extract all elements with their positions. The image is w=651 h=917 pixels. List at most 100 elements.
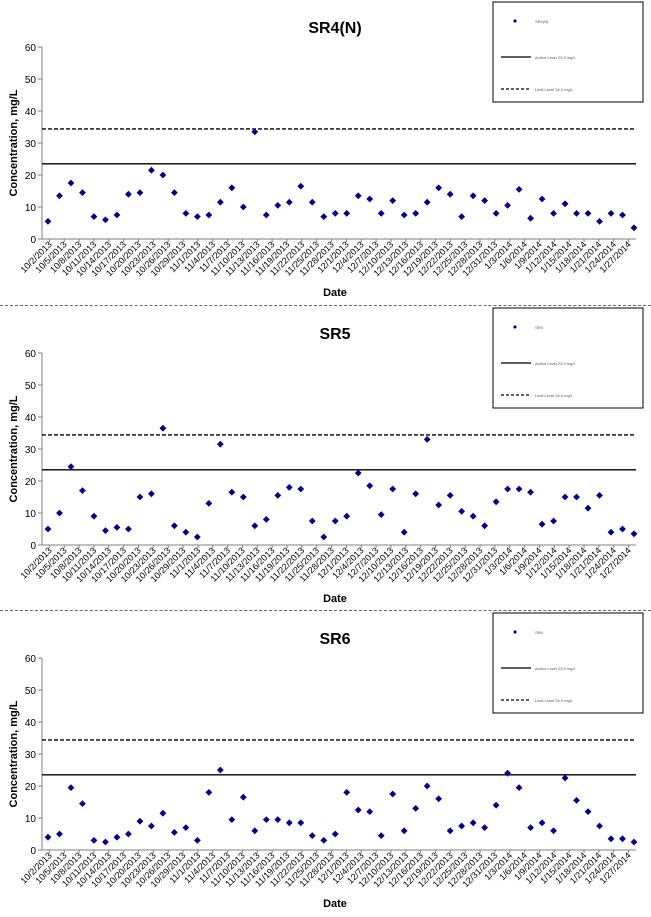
data-point — [285, 819, 293, 827]
data-point — [159, 809, 167, 817]
legend-label: Action Level 23.5 mg/L — [535, 55, 576, 60]
data-point — [285, 198, 293, 206]
legend-label: Action Level 23.5 mg/L — [535, 666, 576, 671]
y-tick-label: 30 — [25, 750, 37, 761]
data-point — [90, 837, 98, 844]
data-point — [216, 766, 224, 774]
panel-divider — [0, 305, 651, 306]
data-point — [366, 482, 374, 490]
data-point — [251, 128, 259, 136]
y-tick-label: 20 — [25, 171, 37, 182]
data-point — [435, 184, 443, 192]
data-point — [446, 492, 454, 499]
y-axis-label: Concentration, mg/L — [8, 700, 20, 807]
data-point — [504, 769, 512, 777]
data-point — [136, 817, 144, 825]
data-point — [423, 436, 431, 443]
y-tick-label: 30 — [25, 139, 37, 150]
data-point — [102, 527, 109, 534]
data-point — [274, 492, 282, 499]
data-point — [228, 488, 236, 496]
data-point — [492, 210, 500, 217]
data-point — [527, 824, 534, 831]
data-point — [343, 789, 351, 796]
data-point — [205, 789, 213, 796]
data-point — [136, 189, 144, 196]
data-point — [182, 528, 190, 536]
legend-label: SR5 — [535, 325, 544, 330]
data-point — [148, 166, 155, 174]
data-point — [504, 485, 512, 493]
data-point — [446, 190, 454, 198]
data-point — [320, 533, 328, 541]
data-point — [79, 487, 86, 494]
chart-title: SR5 — [319, 326, 350, 343]
data-point — [630, 224, 638, 232]
y-tick-label: 10 — [25, 509, 37, 520]
x-axis-label: Date — [323, 287, 347, 299]
data-point — [67, 179, 75, 187]
data-point — [56, 509, 63, 517]
data-point — [205, 500, 213, 507]
y-tick-label: 40 — [25, 107, 37, 118]
data-point — [573, 493, 580, 501]
data-point — [216, 198, 224, 206]
data-point — [469, 819, 477, 827]
legend-box — [492, 1, 644, 103]
data-point — [481, 824, 489, 831]
data-point — [538, 819, 546, 827]
chart-panel-sr5: SR5 0 10 20 30 40 50 60 Concentration, mg/L 10/2/… — [0, 306, 651, 610]
legend-label: SR6 — [535, 630, 544, 635]
data-point — [584, 808, 592, 815]
y-tick-label: 0 — [30, 541, 36, 552]
y-tick-label: 50 — [25, 75, 37, 86]
legend-label: Limit Level 34.4 mg/L — [535, 87, 574, 92]
data-point — [366, 195, 374, 203]
data-point — [262, 211, 270, 219]
data-point — [354, 806, 362, 814]
data-point — [538, 195, 546, 203]
data-point — [550, 517, 557, 525]
y-tick-label: 20 — [25, 782, 37, 793]
data-point — [481, 522, 489, 530]
data-point — [354, 192, 362, 200]
data-point — [377, 210, 385, 217]
data-point — [458, 822, 466, 830]
y-tick-label: 60 — [25, 654, 37, 665]
data-point — [239, 493, 247, 501]
data-point — [274, 202, 282, 209]
data-point — [377, 511, 385, 518]
legend-marker — [513, 19, 517, 23]
data-point — [400, 528, 408, 536]
y-tick-label: 0 — [30, 846, 36, 857]
legend-label: Action Level 23.5 mg/L — [535, 361, 576, 366]
data-point — [148, 490, 155, 498]
data-point — [343, 512, 351, 520]
data-point — [102, 838, 109, 846]
data-point — [377, 832, 385, 839]
data-point — [216, 440, 224, 448]
data-point — [170, 522, 178, 530]
data-point — [239, 203, 247, 211]
data-point — [239, 793, 247, 801]
data-point — [561, 493, 569, 501]
data-point — [125, 190, 132, 198]
data-point — [389, 485, 397, 493]
legend-box — [492, 307, 644, 409]
y-tick-label: 30 — [25, 445, 37, 456]
data-point — [596, 218, 603, 225]
data-point — [550, 210, 557, 217]
data-point — [596, 822, 603, 830]
data-point — [619, 211, 626, 219]
legend-label: Limit Level 34.4 mg/L — [535, 698, 574, 703]
data-point — [285, 484, 293, 491]
data-point — [389, 790, 397, 798]
y-tick-label: 60 — [25, 43, 37, 54]
data-point — [412, 805, 420, 812]
data-point — [504, 202, 512, 209]
data-point — [136, 493, 144, 501]
legend-label: SR4(N) — [535, 19, 549, 24]
data-point — [193, 213, 201, 220]
